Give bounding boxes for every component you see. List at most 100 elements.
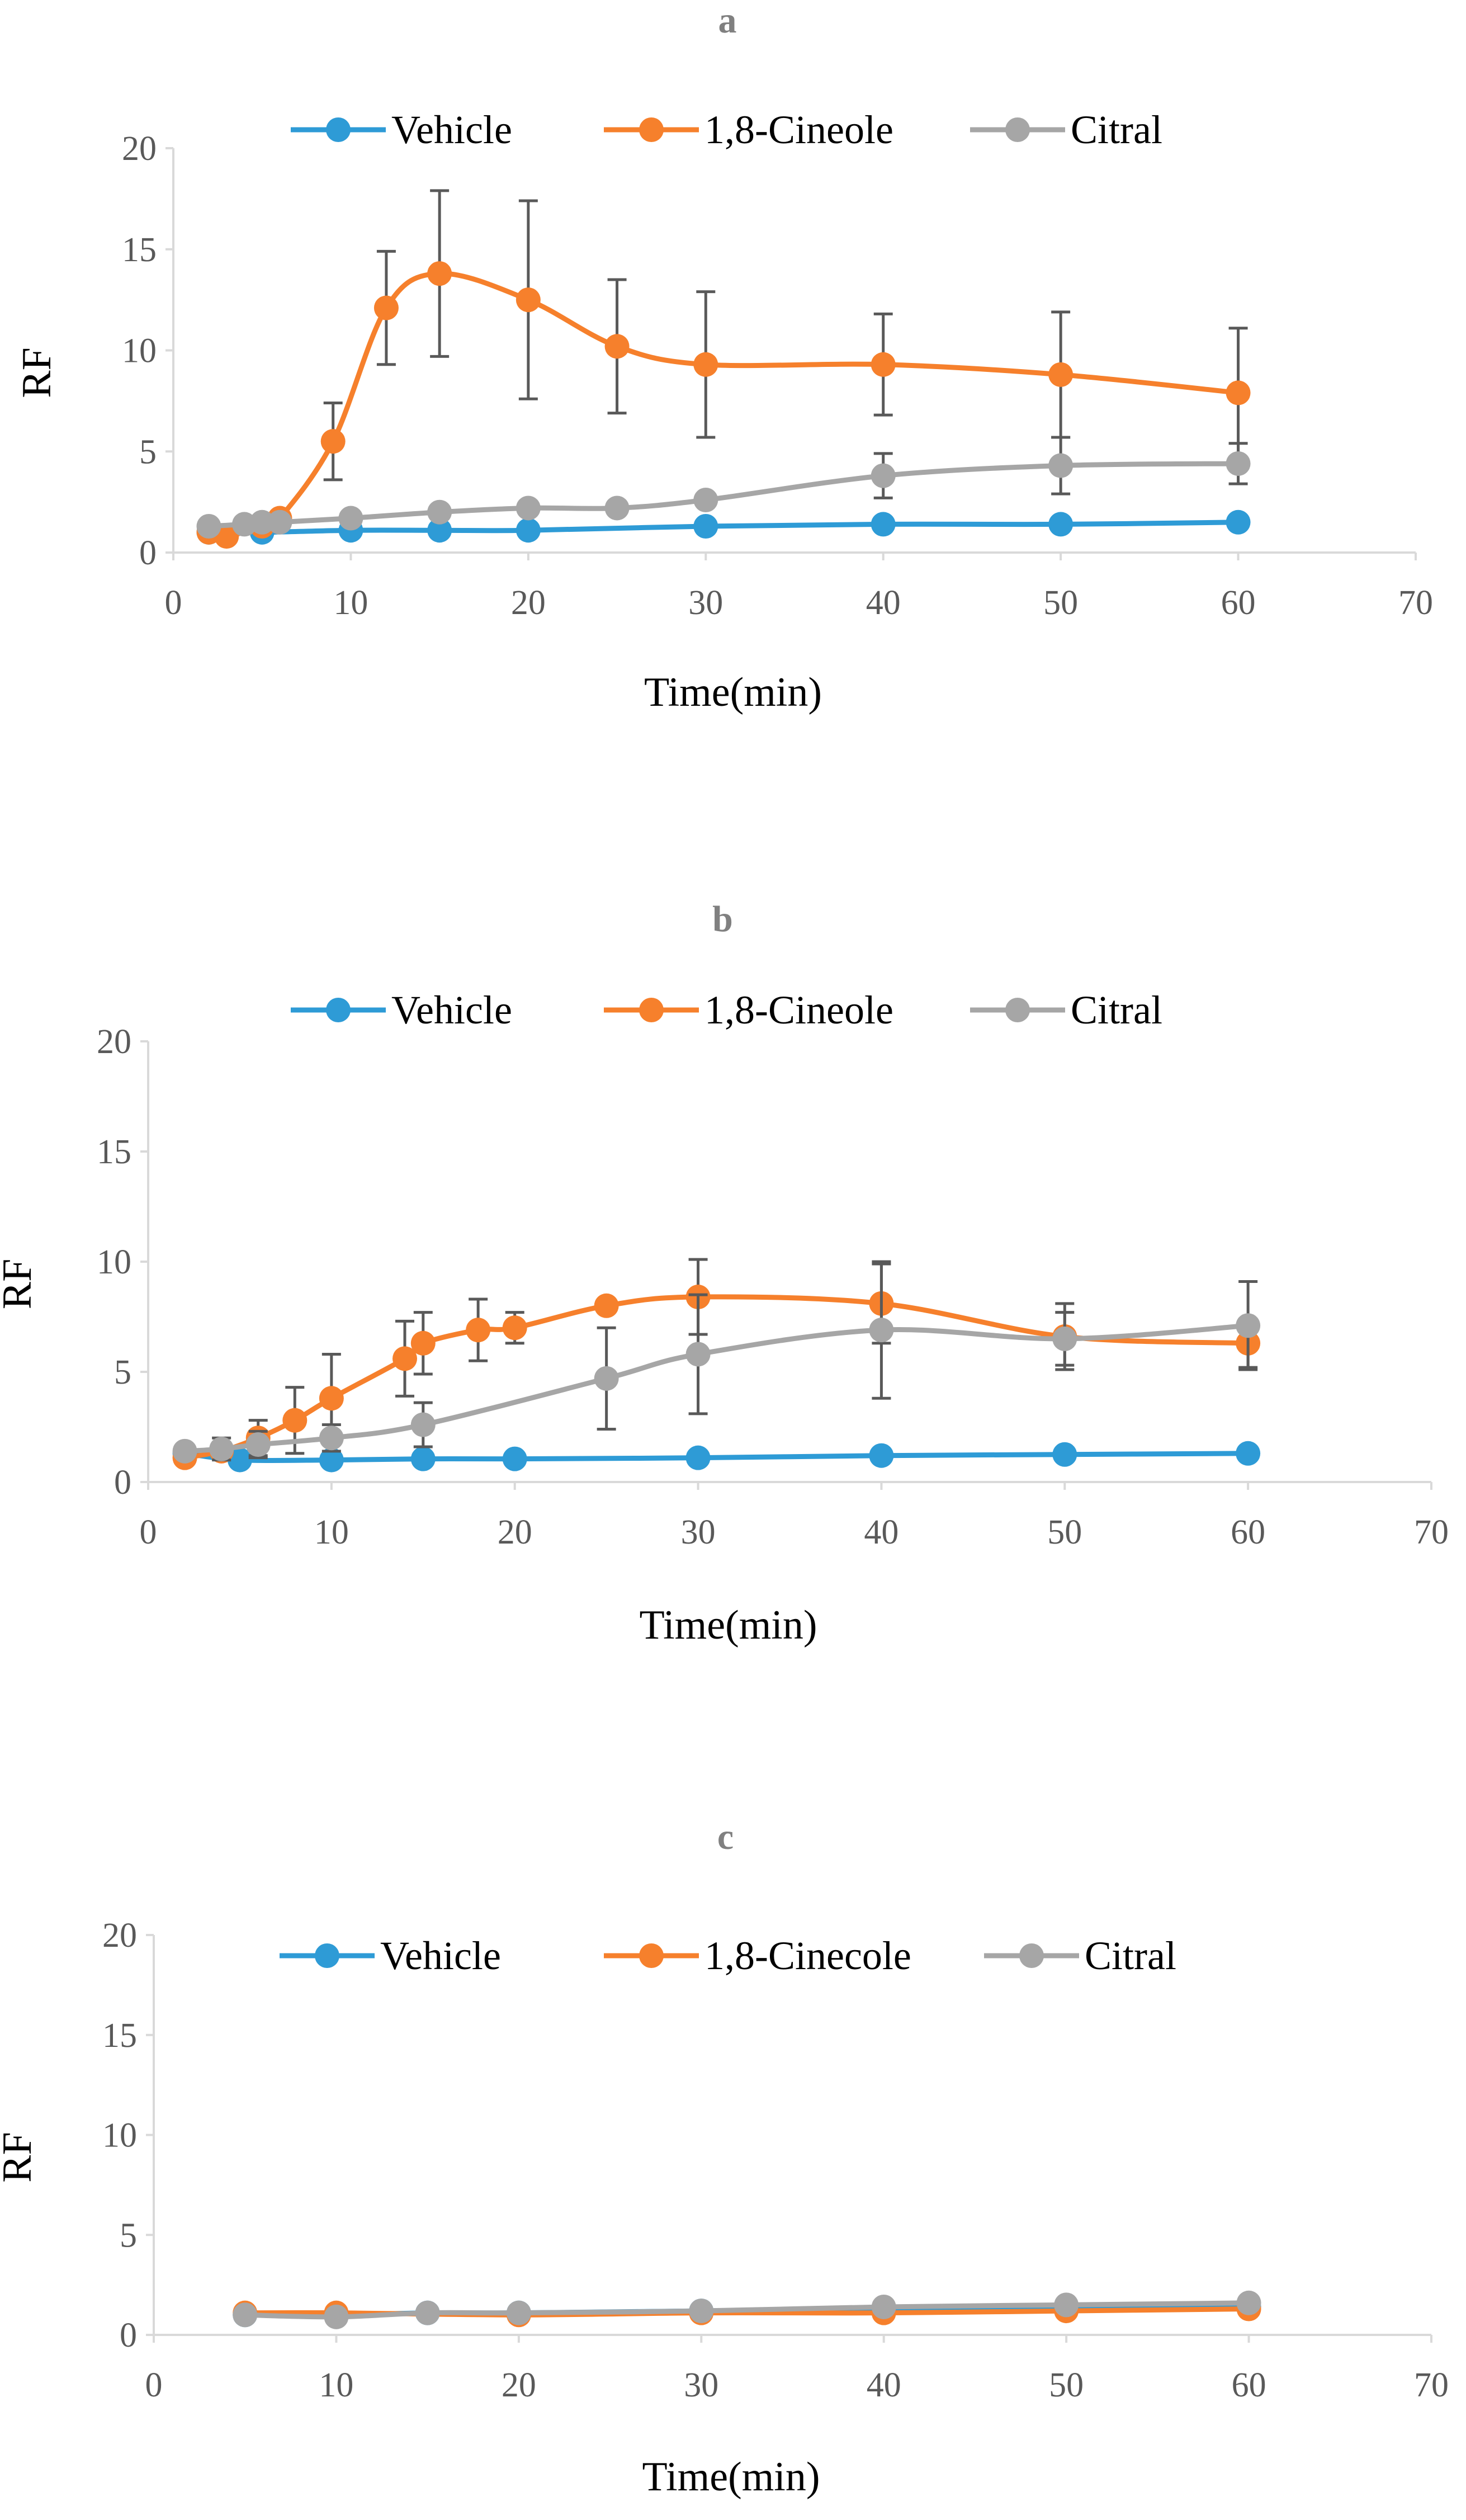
panel-a-series-1-8-cineole [196,189,1251,549]
panel-b-x-tick-label: 20 [498,1513,532,1551]
panel-c-x-tick-label: 0 [145,2366,163,2404]
panel-a-1-8-cineole-point [427,261,452,286]
panel-b-1-8-cineole-point [466,1318,491,1343]
panel-a-x-tick-label: 40 [866,584,901,622]
panel-b-vehicle-point [502,1446,527,1471]
panel-a-citral-point [338,506,363,531]
panel-c-y-tick-label: 10 [102,2117,137,2155]
panel-a-y-axis-title: RF [14,347,60,398]
panel-a-vehicle-point [871,512,896,537]
panel-a-vehicle-point [1226,509,1251,535]
panel-b-series-1-8-cineole [172,1258,1261,1470]
panel-c-legend-citral-label: Citral [1085,1933,1176,1978]
panel-c-legend-1-8-cineole-swatch-marker [639,1943,664,1968]
panel-c-series-citral [233,2290,1261,2329]
panel-b-legend-vehicle-label: Vehicle [391,988,512,1032]
panel-a-x-tick-label: 0 [165,584,182,622]
panel-b-y-tick-label: 10 [97,1243,131,1281]
panel-a-legend-vehicle-swatch-marker [326,117,351,142]
panel-a-citral-point [231,512,257,537]
panel-b-y-tick-label: 15 [97,1133,131,1171]
panel-a-legend-vehicle: Vehicle [291,107,512,152]
panel-b-y-tick-label: 20 [97,1023,131,1061]
panel-b-vehicle-point [319,1447,344,1473]
panel-a-citral-point [196,514,221,539]
panel-a-x-tick-label: 60 [1221,584,1256,622]
panel-b-1-8-cineole-point [319,1386,344,1411]
panel-b-1-8-cineole-point [282,1408,308,1433]
panel-a-legend-1-8-cineole-label: 1,8-Cineole [704,107,893,152]
panel-b-citral-point [1236,1313,1261,1338]
panel-c-legend-citral: Citral [984,1933,1176,1978]
panel-a-citral-line [209,461,1238,529]
panel-c-x-tick-label: 60 [1232,2366,1266,2404]
panel-b-x-tick-label: 60 [1231,1513,1265,1551]
panel-c-citral-point [506,2300,531,2325]
panel-c-legend-vehicle-label: Vehicle [380,1933,501,1978]
panel-b-legend-1-8-cineole-label: 1,8-Cineole [704,988,893,1032]
panel-a-1-8-cineole-point [871,352,896,377]
panel-b-vehicle-line [185,1451,1249,1464]
panel-b-vehicle-point [685,1445,711,1470]
panel-c-citral-point [233,2302,258,2328]
panel-b-1-8-cineole-point [594,1293,619,1318]
panel-a-legend-citral-label: Citral [1071,107,1162,152]
panel-b-vehicle-point [1052,1442,1077,1467]
panel-b-legend-vehicle-swatch-marker [326,998,351,1022]
panel-b-y-axis-title: RF [0,1259,40,1310]
panel-a-citral-point [1048,453,1074,478]
panel-a-x-tick-label: 50 [1043,584,1078,622]
panel-b-1-8-cineole-line [184,1294,1249,1461]
panel-b-citral-point [319,1426,344,1451]
panel-a-vehicle-point [693,514,718,539]
panel-b-legend-1-8-cineole-swatch-marker [639,998,664,1022]
panel-c-legend-citral-swatch-marker [1019,1943,1044,1968]
panel-c-citral-point [324,2304,349,2329]
panel-a-legend-citral: Citral [970,107,1162,152]
panel-c-x-tick-label: 20 [502,2366,536,2404]
panel-b-1-8-cineole-point [410,1330,436,1356]
panel-b-citral-point [172,1438,197,1464]
panel-c-citral-point [871,2294,896,2319]
panel-b-citral-point [685,1342,711,1367]
panel-b-1-8-cineole-point [502,1315,527,1341]
panel-a-x-tick-label: 20 [511,584,546,622]
panel-b-citral-point [594,1366,619,1391]
panel-b-citral-point [410,1412,436,1437]
panel-c-citral-point [1054,2292,1079,2318]
panel-a-series-citral [196,436,1251,539]
panel-b-x-tick-label: 10 [314,1513,349,1551]
panel-c-legend-1-8-cineole: 1,8-Cinecole [604,1933,911,1978]
panel-b-x-tick-label: 30 [681,1513,716,1551]
panel-c-legend-vehicle: Vehicle [280,1933,501,1978]
panel-a-y-tick-label: 15 [122,231,157,269]
panel-a-citral-point [267,509,292,535]
panel-a-x-tick-label: 10 [333,584,368,622]
panel-a-y-tick-label: 5 [139,433,157,471]
panel-b-series-vehicle [172,1441,1261,1473]
panel-a-legend-citral-swatch-marker [1005,117,1030,142]
panel-b-x-tick-label: 50 [1047,1513,1082,1551]
panel-a-title: a [718,0,737,41]
panel-a-citral-point [427,499,452,525]
panel-c-y-axis-title: RF [0,2132,40,2183]
panel-c-x-tick-label: 10 [319,2366,353,2404]
panel-b-x-tick-label: 70 [1414,1513,1449,1551]
panel-a-1-8-cineole-point [1048,362,1074,387]
panel-a-citral-point [516,495,541,521]
panel-b-title: b [712,899,733,940]
panel-a-vehicle-point [1048,512,1074,537]
panel-a-citral-point [871,463,896,488]
chart-panel-a: a 0 5 10 15 20 0 10 20 30 40 50 60 70 Time(min) RF Vehic… [14,0,1433,715]
panel-c-x-axis-title: Time(min) [642,2454,820,2500]
chart-panel-b: b 0 5 10 15 20 0 10 20 30 40 50 60 70 Time(min) RF Vehic… [0,899,1449,1648]
panel-b-vehicle-point [227,1447,252,1473]
panel-b-vehicle-point [410,1446,436,1471]
panel-c-legend-vehicle-swatch-marker [315,1943,339,1968]
panel-a-citral-point [693,488,718,513]
panel-b-x-tick-label: 0 [140,1513,157,1551]
panel-c-citral-point [689,2299,714,2324]
panel-b-citral-point [869,1318,894,1343]
panel-c-y-tick-label: 0 [120,2316,137,2354]
